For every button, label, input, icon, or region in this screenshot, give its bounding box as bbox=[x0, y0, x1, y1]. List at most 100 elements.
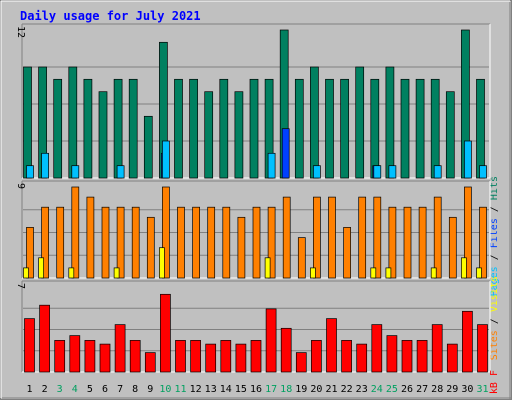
bar-kb-f-day-23 bbox=[356, 343, 368, 373]
x-tick-label: 22 bbox=[341, 384, 353, 395]
bar-kb-f-day-13 bbox=[205, 343, 217, 373]
bar-kb-f-day-12 bbox=[190, 340, 201, 373]
bar-sites-day-3 bbox=[56, 206, 65, 279]
panel-kbytes: 7 kB F bbox=[15, 280, 500, 394]
x-tick-label: 14 bbox=[220, 384, 232, 395]
bar-sites-day-25 bbox=[388, 206, 397, 279]
x-tick-label: 5 bbox=[87, 384, 93, 395]
bar-hits-day-4 bbox=[68, 66, 78, 179]
legend-entry: Sites bbox=[489, 330, 500, 360]
bar-hits-day-24 bbox=[370, 78, 380, 179]
bar-sites-day-13 bbox=[207, 206, 216, 279]
bar-kb-f-day-7 bbox=[114, 324, 126, 373]
bar-visits-day-31 bbox=[476, 267, 482, 279]
bar-pages-day-10 bbox=[162, 140, 170, 179]
bar-sites-day-7 bbox=[116, 206, 125, 279]
x-tick-label: 13 bbox=[205, 384, 217, 395]
bar-visits-day-24 bbox=[370, 267, 377, 279]
bar-pages-day-4 bbox=[71, 165, 80, 179]
bar-kb-f-day-4 bbox=[69, 335, 81, 373]
x-tick-label: 24 bbox=[371, 384, 383, 395]
bar-sites-day-24 bbox=[373, 196, 382, 279]
bar-kb-f-day-25 bbox=[386, 335, 398, 373]
bar-sites-day-23 bbox=[358, 196, 367, 279]
legend-visits-sites: Sites / Visits bbox=[489, 276, 500, 360]
bar-kb-f-day-14 bbox=[220, 340, 232, 373]
bar-hits-day-12 bbox=[189, 78, 198, 179]
legend-entry: Hits bbox=[489, 176, 500, 200]
bar-hits-day-25 bbox=[385, 66, 395, 179]
bar-visits-day-30 bbox=[461, 257, 467, 279]
bar-sites-day-27 bbox=[418, 206, 427, 279]
legend-entry: F bbox=[489, 370, 500, 376]
bar-kb-f-day-19 bbox=[295, 352, 307, 373]
bar-sites-day-10 bbox=[162, 186, 170, 279]
bar-sites-day-6 bbox=[101, 206, 110, 279]
bar-sites-day-17 bbox=[267, 206, 276, 279]
bar-kb-f-day-31 bbox=[477, 324, 488, 373]
bar-kb-f-day-11 bbox=[175, 340, 186, 373]
bar-pages-day-1 bbox=[26, 165, 34, 179]
bar-sites-day-15 bbox=[237, 216, 246, 279]
bar-sites-day-29 bbox=[448, 216, 457, 279]
bar-hits-day-28 bbox=[430, 78, 440, 179]
x-tick-label: 11 bbox=[174, 384, 186, 395]
legend-entry: Pages bbox=[489, 266, 500, 296]
bar-hits-day-23 bbox=[355, 66, 365, 179]
bar-hits-day-26 bbox=[400, 78, 410, 179]
bar-visits-day-10 bbox=[159, 247, 165, 279]
bar-kb-f-day-10 bbox=[160, 293, 171, 373]
x-tick-label: 6 bbox=[102, 384, 108, 395]
x-tick-label: 18 bbox=[280, 384, 292, 395]
bar-sites-day-8 bbox=[131, 206, 140, 279]
bar-hits-day-19 bbox=[294, 78, 304, 179]
bar-visits-day-20 bbox=[310, 267, 316, 279]
bar-sites-day-21 bbox=[328, 196, 336, 279]
x-tick-label: 2 bbox=[42, 384, 48, 395]
bar-sites-day-19 bbox=[297, 237, 306, 279]
x-tick-label: 20 bbox=[310, 384, 322, 395]
bar-kb-f-day-6 bbox=[99, 343, 111, 373]
bar-hits-day-15 bbox=[234, 91, 244, 179]
bar-pages-day-2 bbox=[41, 152, 49, 179]
x-tick-label: 10 bbox=[159, 384, 171, 395]
bars-visits-sites bbox=[23, 186, 487, 279]
x-tick-label: 1 bbox=[26, 384, 32, 395]
bar-visits-day-17 bbox=[264, 257, 271, 279]
bar-sites-day-26 bbox=[403, 206, 412, 279]
bar-hits-day-14 bbox=[219, 78, 229, 179]
bar-hits-day-3 bbox=[53, 78, 63, 179]
bar-kb-f-day-22 bbox=[341, 340, 352, 373]
legend-kbytes: kB F bbox=[489, 370, 500, 394]
legend-hits-files-pages: Pages / Files / Hits bbox=[489, 176, 500, 296]
bar-kb-f-day-16 bbox=[250, 340, 262, 373]
bar-kb-f-day-21 bbox=[326, 318, 337, 373]
bar-hits-day-11 bbox=[174, 78, 183, 179]
y-max-label: 9 bbox=[15, 183, 26, 189]
x-tick-label: 21 bbox=[325, 384, 337, 395]
bar-visits-day-1 bbox=[23, 267, 29, 279]
bar-hits-day-5 bbox=[83, 78, 93, 179]
bar-visits-day-25 bbox=[385, 267, 392, 279]
bar-sites-day-9 bbox=[146, 216, 155, 279]
bar-pages-day-20 bbox=[313, 165, 321, 179]
bar-kb-f-day-3 bbox=[54, 340, 66, 373]
bar-sites-day-5 bbox=[86, 196, 95, 279]
bar-hits-day-21 bbox=[325, 78, 334, 179]
bar-kb-f-day-9 bbox=[144, 352, 156, 373]
y-max-label: 7 bbox=[15, 283, 26, 289]
x-tick-label: 17 bbox=[265, 384, 277, 395]
legend-entry: Files bbox=[489, 218, 500, 248]
bar-sites-day-31 bbox=[479, 206, 487, 279]
legend-entry: Visits bbox=[489, 276, 500, 312]
x-tick-label: 23 bbox=[356, 384, 368, 395]
bar-pages-day-30 bbox=[464, 140, 472, 179]
bar-pages-day-31 bbox=[479, 165, 487, 179]
x-tick-label: 31 bbox=[476, 384, 488, 395]
bar-kb-f-day-18 bbox=[280, 327, 292, 373]
bar-kb-f-day-15 bbox=[235, 343, 247, 373]
bar-files-day-18 bbox=[281, 128, 290, 179]
bar-kb-f-day-17 bbox=[265, 308, 277, 373]
bar-hits-day-27 bbox=[415, 78, 425, 179]
